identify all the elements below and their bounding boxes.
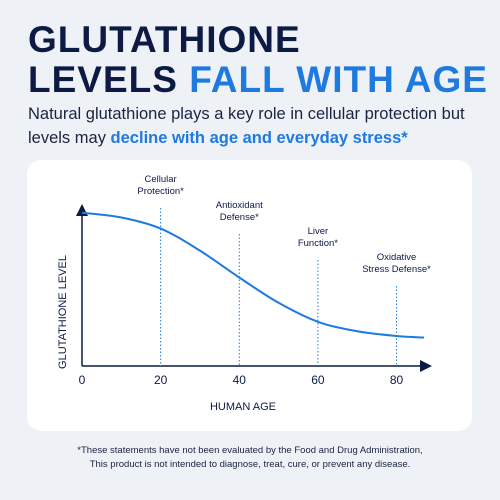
subtitle: Natural glutathione plays a key role in … [28, 102, 478, 150]
line-series [81, 211, 425, 339]
annotation-label: Cellular [145, 174, 177, 185]
subtitle-highlight: decline with age and everyday stress* [110, 129, 408, 147]
annotation-label: Defense* [220, 212, 259, 223]
x-tick-label: 60 [311, 373, 325, 387]
annotation-label: Oxidative [377, 252, 417, 263]
annotation-label: Function* [298, 238, 338, 249]
x-axis-label: HUMAN AGE [210, 401, 276, 413]
annotation-label: Protection* [137, 186, 184, 197]
annotation-label: Antioxidant [216, 200, 263, 211]
subtitle-text: Natural glutathione plays a key role in … [28, 105, 465, 147]
x-tick-label: 20 [154, 373, 168, 387]
x-tick-label: 40 [233, 373, 247, 387]
chart-card [27, 160, 472, 431]
title: GLUTATHIONE LEVELS FALL WITH AGE [28, 20, 488, 100]
title-highlight: FALL WITH AGE [189, 59, 488, 100]
footnote-line: *These statements have not been evaluate… [77, 445, 423, 456]
x-tick-label: 0 [79, 373, 86, 387]
footnote-line: This product is not intended to diagnose… [89, 459, 411, 470]
footnote: *These statements have not been evaluate… [0, 444, 500, 472]
title-line: GLUTATHIONE [28, 19, 301, 60]
title-line: LEVELS FALL WITH AGE [28, 60, 488, 100]
annotation-label: Stress Defense* [362, 264, 431, 275]
title-word: LEVELS [28, 59, 178, 100]
annotation-label: Liver [308, 226, 329, 237]
y-axis-label: GLUTATHIONE LEVEL [57, 255, 69, 369]
x-tick-label: 80 [390, 373, 404, 387]
